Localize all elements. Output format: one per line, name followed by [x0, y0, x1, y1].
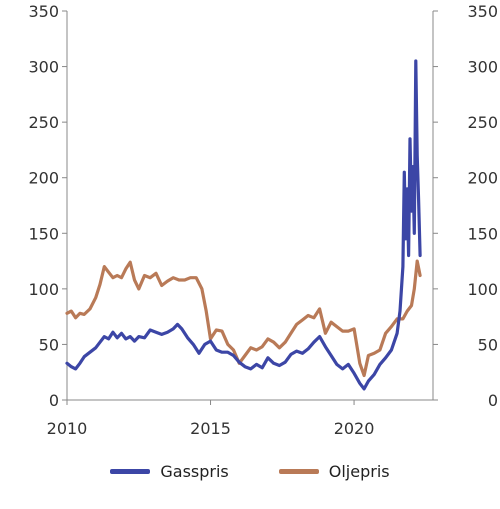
y-tick-label-left: 200 [28, 169, 59, 188]
chart-series [65, 59, 422, 391]
chart-legend: Gasspris Oljepris [0, 462, 500, 481]
legend-swatch-oljepris [278, 469, 319, 474]
y-tick-label-left: 350 [28, 2, 59, 21]
y-tick-label-right: 50 [478, 335, 498, 354]
y-tick-label-left: 50 [39, 335, 59, 354]
y-tick-label-right: 100 [467, 280, 498, 299]
y-tick-label-left: 250 [28, 113, 59, 132]
series-line-gasspris [65, 59, 422, 391]
y-tick-label-left: 100 [28, 280, 59, 299]
x-tick-label: 2020 [334, 419, 375, 438]
legend-label-gasspris: Gasspris [160, 462, 229, 481]
y-tick-label-left: 0 [49, 391, 59, 410]
x-tick-label: 2015 [190, 419, 231, 438]
y-tick-label-right: 350 [467, 2, 498, 21]
y-tick-label-right: 150 [467, 224, 498, 243]
y-tick-label-right: 0 [488, 391, 498, 410]
y-tick-label-right: 300 [467, 58, 498, 77]
legend-item-gasspris: Gasspris [110, 462, 229, 481]
y-tick-label-right: 250 [467, 113, 498, 132]
y-tick-label-right: 200 [467, 169, 498, 188]
legend-item-oljepris: Oljepris [278, 462, 390, 481]
x-tick-label: 2010 [47, 419, 88, 438]
series-line-oljepris [65, 259, 422, 378]
chart-axes: 0 50 100 150 200 250 300 350 0 50 100 150 200 250 300 3… [28, 2, 498, 438]
legend-label-oljepris: Oljepris [328, 462, 390, 481]
legend-swatch-gasspris [110, 469, 151, 474]
y-tick-label-left: 150 [28, 224, 59, 243]
y-tick-label-left: 300 [28, 58, 59, 77]
